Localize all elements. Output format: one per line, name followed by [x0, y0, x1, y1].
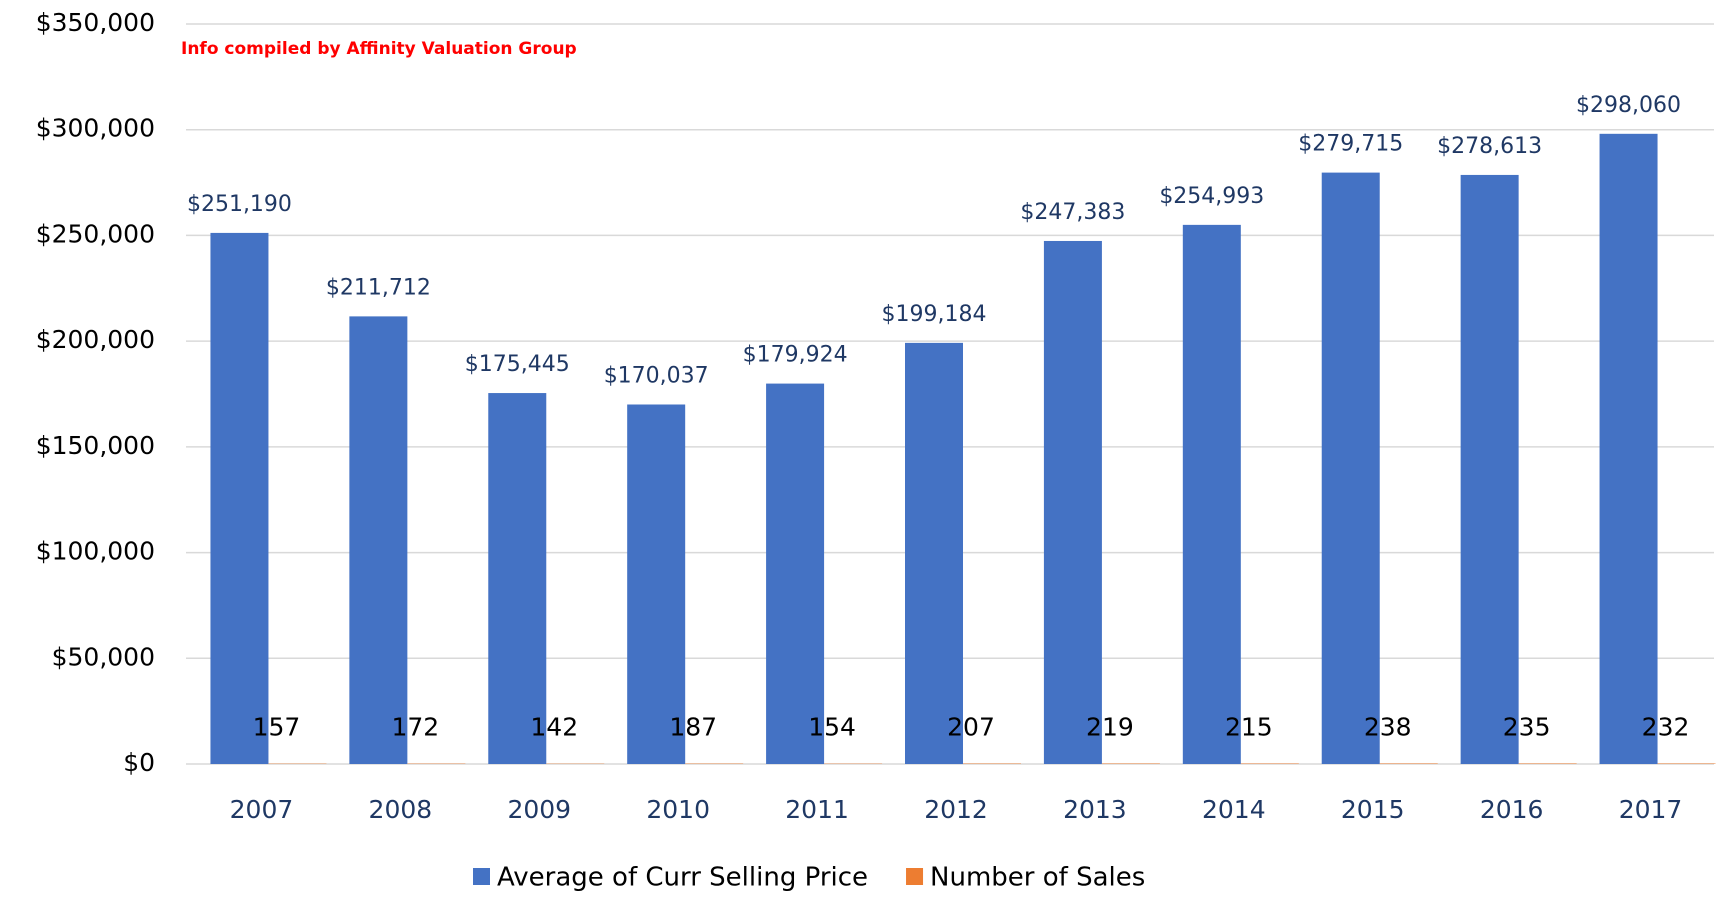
y-tick-label: $150,000 — [36, 431, 155, 460]
data-label: 207 — [947, 713, 995, 742]
x-tick-label: 2012 — [924, 795, 988, 824]
legend-swatch — [906, 868, 924, 885]
data-label: $199,184 — [882, 302, 987, 327]
y-tick-label: $200,000 — [36, 325, 155, 354]
legend-swatch — [473, 868, 490, 885]
y-tick-label: $250,000 — [36, 219, 155, 248]
bar — [905, 342, 963, 764]
x-tick-label: 2013 — [1063, 795, 1127, 824]
bar — [627, 404, 686, 764]
data-label: $211,712 — [326, 275, 431, 300]
x-tick-label: 2017 — [1619, 795, 1683, 824]
data-label: 142 — [530, 713, 578, 742]
data-label: $170,037 — [604, 363, 709, 388]
x-tick-label: 2015 — [1341, 795, 1405, 824]
data-label: $279,715 — [1298, 132, 1403, 157]
bar — [1043, 240, 1102, 764]
y-tick-label: $350,000 — [36, 8, 155, 37]
data-label: 157 — [253, 713, 301, 742]
data-label: 232 — [1642, 713, 1690, 742]
bar — [210, 232, 269, 764]
legend-label: Number of Sales — [930, 863, 1145, 893]
data-label: $179,924 — [743, 343, 848, 368]
data-label: $247,383 — [1020, 200, 1125, 225]
x-tick-label: 2008 — [369, 795, 433, 824]
y-tick-label: $50,000 — [52, 642, 155, 671]
bar — [766, 383, 825, 764]
bar — [1321, 172, 1380, 765]
x-tick-label: 2010 — [646, 795, 710, 824]
bar — [349, 316, 408, 764]
x-tick-label: 2014 — [1202, 795, 1266, 824]
y-tick-label: $300,000 — [36, 114, 155, 143]
data-label: 238 — [1364, 712, 1412, 741]
data-label: 172 — [392, 713, 440, 742]
bar — [488, 393, 547, 764]
x-tick-label: 2007 — [230, 795, 294, 824]
data-label: $251,190 — [187, 192, 292, 217]
data-label: 154 — [808, 713, 856, 742]
data-label: $175,445 — [465, 352, 570, 377]
bar — [1599, 133, 1658, 765]
y-tick-label: $0 — [123, 748, 155, 777]
data-label: 235 — [1503, 713, 1551, 742]
x-tick-label: 2009 — [507, 795, 571, 824]
x-tick-label: 2011 — [785, 795, 849, 824]
y-tick-label: $100,000 — [36, 537, 155, 566]
bar — [1379, 763, 1438, 764]
data-label: 219 — [1086, 713, 1134, 742]
bar — [1182, 224, 1241, 764]
data-label: $298,060 — [1576, 93, 1681, 118]
data-label: 187 — [669, 713, 717, 742]
legend-label: Average of Curr Selling Price — [497, 863, 868, 893]
annotation: Info compiled by Affinity Valuation Grou… — [181, 39, 577, 59]
bar — [1460, 174, 1519, 765]
x-tick-label: 2016 — [1480, 795, 1544, 824]
data-label: $254,993 — [1159, 184, 1264, 209]
data-label: 215 — [1225, 713, 1273, 742]
data-label: $278,613 — [1437, 134, 1542, 159]
